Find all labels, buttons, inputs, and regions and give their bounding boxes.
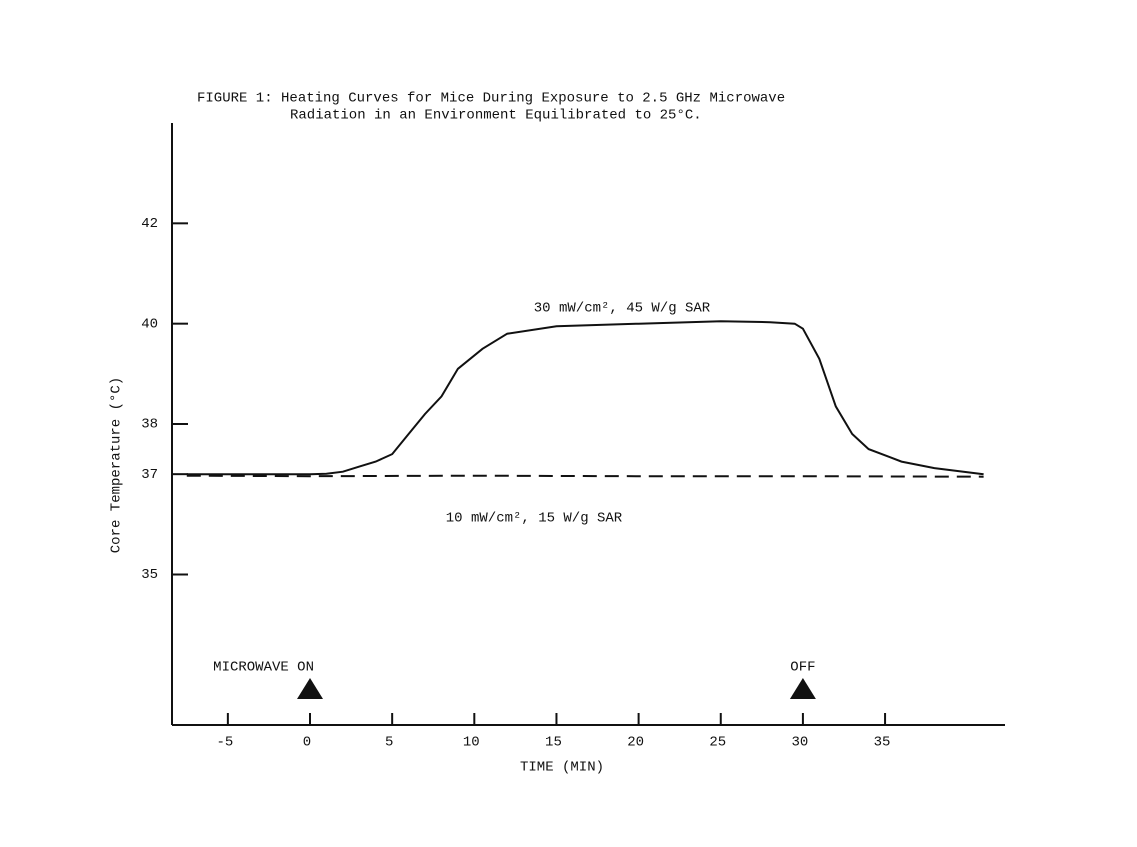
event-marker (789, 678, 816, 699)
event-label: OFF (790, 660, 815, 676)
x-tick-label: 30 (792, 735, 809, 751)
series-label: 10 mW/cm², 15 W/g SAR (446, 511, 623, 527)
x-tick-label: 25 (709, 735, 726, 751)
y-tick-label: 40 (141, 316, 158, 332)
x-tick-label: 20 (627, 735, 644, 751)
event-marker (297, 678, 324, 699)
series-label: 30 mW/cm², 45 W/g SAR (534, 301, 711, 317)
chart-title: FIGURE 1: Heating Curves for Mice During… (197, 91, 785, 107)
x-tick-label: 35 (874, 735, 891, 751)
y-tick-label: 37 (141, 467, 158, 483)
y-tick-label: 42 (141, 216, 158, 232)
x-tick-label: 15 (545, 735, 562, 751)
series-line (186, 320, 984, 476)
y-axis-label: Core Temperature (°C) (109, 377, 125, 553)
x-tick-label: 5 (385, 735, 393, 751)
event-label: MICROWAVE ON (213, 660, 314, 676)
x-tick-label: 0 (303, 735, 311, 751)
x-tick-label: -5 (216, 735, 233, 751)
x-axis-label: TIME (MIN) (520, 760, 604, 776)
y-tick-label: 35 (141, 567, 158, 583)
y-tick-label: 38 (141, 417, 158, 433)
x-tick-label: 10 (463, 735, 480, 751)
series-line (186, 474, 984, 478)
chart-subtitle: Radiation in an Environment Equilibrated… (290, 108, 702, 124)
